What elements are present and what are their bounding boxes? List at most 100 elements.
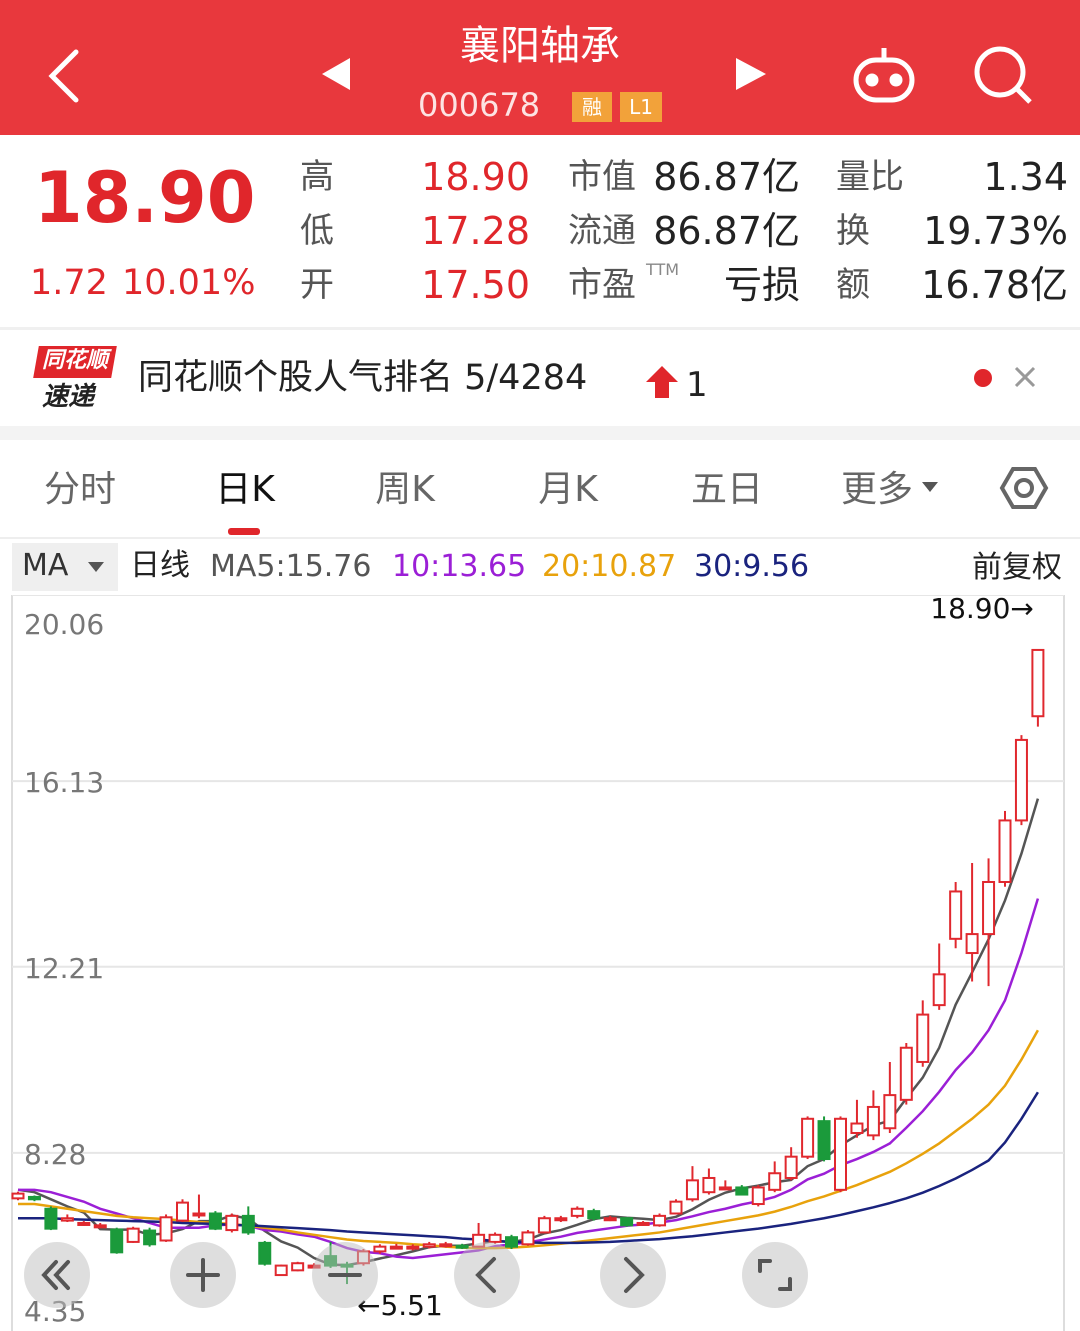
candle-body — [110, 1228, 124, 1254]
stat-label: 开 — [300, 265, 334, 305]
indicator-name: MA — [22, 548, 69, 583]
candle-body — [11, 1192, 25, 1200]
tab[interactable]: 周K — [375, 469, 435, 510]
period: 日线 — [130, 548, 190, 583]
tab[interactable]: 月K — [538, 469, 598, 510]
candle-body — [784, 1155, 798, 1179]
indicator-select[interactable] — [12, 543, 118, 591]
indicator-arrow — [88, 562, 104, 572]
tab[interactable]: 更多 — [840, 469, 913, 510]
stat-label: 市盈 — [568, 265, 636, 305]
back-button[interactable] — [48, 49, 79, 103]
ma-line — [18, 1029, 1039, 1250]
candle-body — [669, 1200, 683, 1215]
tab[interactable]: 五日 — [690, 469, 763, 510]
candle-body — [702, 1176, 716, 1194]
banner-text[interactable]: 同花顺个股人气排名 5/4284 — [138, 358, 588, 398]
y-tick-label: 8.28 — [24, 1138, 86, 1171]
control-button[interactable] — [742, 1242, 808, 1308]
candle-body — [77, 1221, 91, 1226]
candle-body — [143, 1229, 157, 1246]
search-icon[interactable] — [974, 46, 1032, 104]
stat-value: 86.87亿 — [653, 155, 800, 199]
stat-value: 19.73% — [923, 209, 1068, 253]
candle-body — [274, 1264, 288, 1277]
candle-body — [505, 1236, 518, 1248]
stat-value: 17.50 — [421, 263, 530, 307]
stat-label: 市值 — [568, 157, 636, 197]
close-button[interactable] — [1014, 366, 1036, 388]
stock-code: 000678 — [418, 86, 541, 124]
legend-entry: 10:13.65 — [392, 549, 527, 584]
header-icons — [48, 46, 1032, 104]
price: 18.90 — [34, 157, 256, 239]
red-dot — [974, 369, 992, 387]
candle-body — [603, 1217, 617, 1222]
divider — [0, 327, 1080, 330]
y-tick-label: 16.13 — [24, 766, 104, 799]
stat-value: 16.78亿 — [921, 263, 1068, 307]
candle-body — [850, 1122, 864, 1134]
candle-body — [718, 1186, 732, 1191]
rank-change: 1 — [686, 365, 708, 405]
candle-body — [291, 1262, 305, 1272]
stat-value: 86.87亿 — [653, 209, 800, 253]
header — [0, 0, 1080, 135]
divider — [0, 426, 1080, 440]
change: 1.72 — [30, 263, 108, 303]
candle-body — [636, 1221, 650, 1226]
y-tick-label: 20.06 — [24, 608, 104, 641]
candle-body — [965, 933, 979, 955]
candle-body — [949, 890, 963, 940]
candle-body — [537, 1217, 551, 1234]
stat-label: 换 — [836, 211, 870, 251]
candle-body — [241, 1214, 255, 1234]
candle-body — [817, 1120, 831, 1161]
candle-body — [373, 1245, 387, 1253]
tab[interactable]: 分时 — [43, 469, 116, 510]
control-icon — [758, 1259, 792, 1291]
logo-top: 同花顺 — [42, 348, 109, 373]
candle-body — [488, 1233, 502, 1243]
banner-icons — [646, 366, 1036, 398]
candle-body — [422, 1243, 436, 1248]
candle-body — [1031, 648, 1045, 718]
candle-body — [93, 1224, 107, 1229]
adjust[interactable]: 前复权 — [972, 550, 1062, 585]
candle-body — [620, 1217, 634, 1227]
candle-body — [932, 973, 946, 1007]
candle-body — [685, 1179, 699, 1201]
candle-body — [439, 1243, 453, 1248]
candle-body — [1014, 738, 1028, 822]
change-pct: 10.01% — [122, 263, 256, 303]
settings-icon[interactable] — [999, 467, 1049, 509]
robot-icon[interactable] — [853, 48, 915, 103]
annotation: 18.90→ — [930, 595, 1034, 625]
candle-body — [176, 1201, 189, 1222]
stat-label: 流通 — [568, 211, 636, 251]
control-icon — [186, 1258, 220, 1292]
candle-body — [735, 1186, 749, 1196]
candle-body — [653, 1214, 667, 1227]
legend-entry: 20:10.87 — [542, 549, 677, 584]
control-icon — [41, 1260, 70, 1290]
candle-body — [126, 1227, 140, 1243]
stat-label: 额 — [836, 265, 870, 305]
legend-entry: 30:9.56 — [694, 549, 810, 584]
candle-body — [44, 1207, 58, 1230]
candle-body — [768, 1172, 782, 1191]
legend-entry: MA5:15.76 — [210, 549, 372, 584]
control-button[interactable] — [600, 1242, 666, 1308]
candle-body — [982, 880, 996, 936]
candle-body — [916, 1013, 930, 1063]
candle-body — [570, 1207, 584, 1217]
active-tab-indicator — [228, 528, 260, 535]
candle-body — [389, 1245, 403, 1250]
y-tick-label: 12.21 — [24, 952, 104, 985]
candle-body — [998, 819, 1012, 883]
control-button[interactable] — [454, 1242, 520, 1308]
candle-body — [751, 1186, 765, 1206]
prev-stock[interactable] — [322, 58, 350, 90]
next-stock[interactable] — [736, 58, 766, 90]
tab[interactable]: 日K — [215, 469, 275, 510]
